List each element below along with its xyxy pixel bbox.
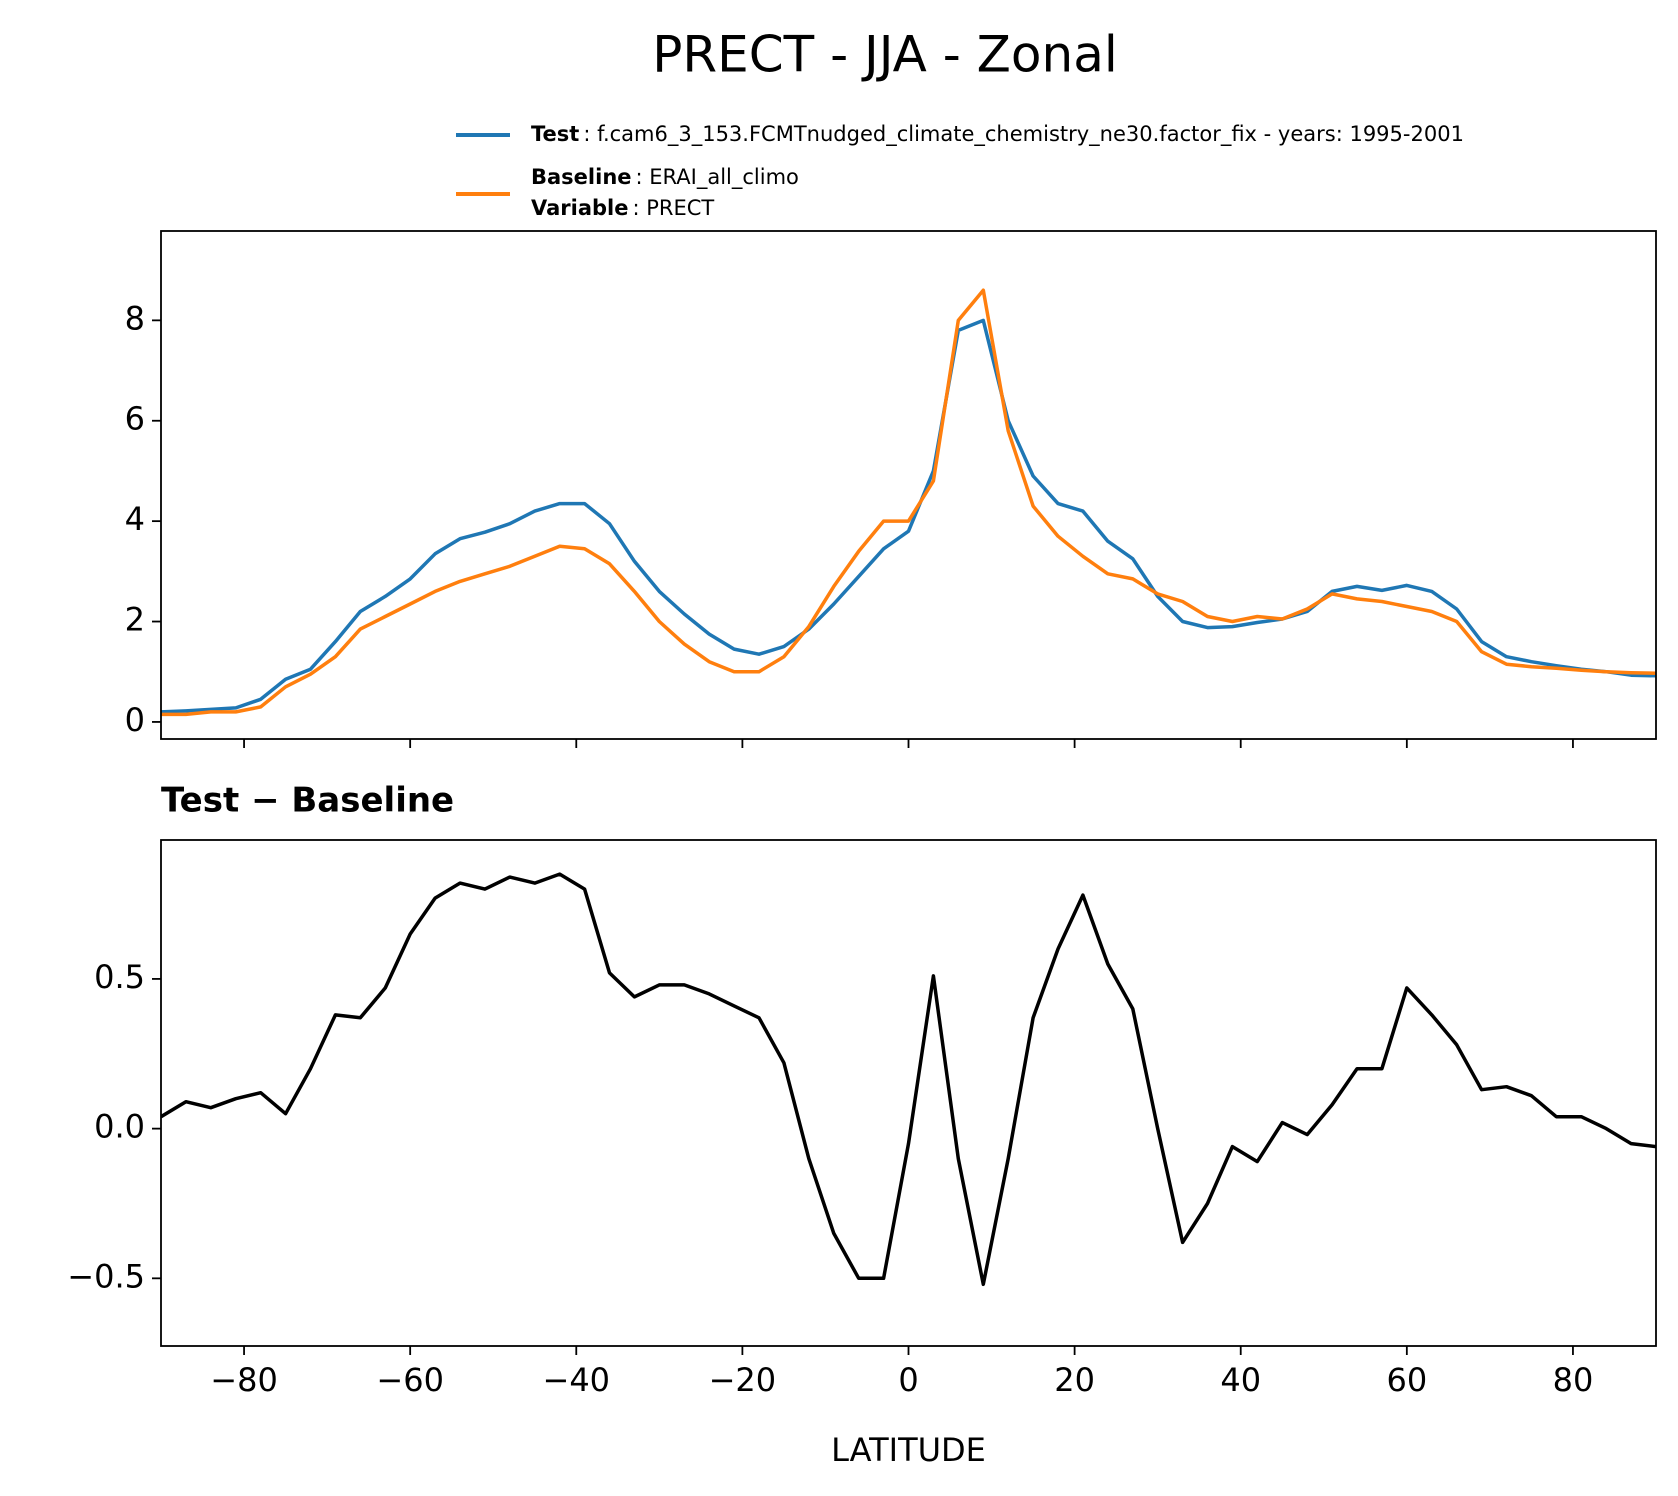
legend-name: Baseline [531, 165, 632, 189]
data-line [161, 872, 1656, 1287]
x-tick-label: 60 [1386, 1361, 1427, 1399]
legend-detail: : f.cam6_3_153.FCMTnudged_climate_chemis… [583, 122, 1464, 147]
y-tick-label: −0.5 [67, 1257, 145, 1295]
legend-detail: : ERAI_all_climo [636, 165, 799, 190]
x-tick-label: 0 [898, 1361, 918, 1399]
axes-frame [160, 839, 1657, 1347]
y-tick-label: 2 [125, 601, 145, 639]
y-tick-label: 0 [125, 701, 145, 739]
plot-area [161, 872, 1656, 1287]
y-tick-label: 8 [125, 299, 145, 337]
x-tick-label: 40 [1220, 1361, 1261, 1399]
data-line [161, 318, 1656, 714]
figure-title: PRECT - JJA - Zonal [652, 26, 1117, 84]
legend-entry: Test: f.cam6_3_153.FCMTnudged_climate_ch… [531, 122, 1464, 147]
plot-area [161, 288, 1656, 717]
panel-title: Test − Baseline [161, 781, 454, 821]
legend-extra: Variable: PRECT [531, 196, 714, 220]
data-line [161, 288, 1656, 717]
x-tick-label: −60 [376, 1361, 444, 1399]
axes-frame [160, 230, 1657, 740]
legend-name: Test [531, 122, 579, 146]
y-tick-label: 0.5 [94, 958, 145, 996]
legend-entry: Baseline: ERAI_all_climo [531, 165, 799, 190]
y-tick-label: 4 [125, 500, 145, 538]
x-axis-label: LATITUDE [831, 1431, 986, 1469]
legend-name: Variable [531, 196, 628, 220]
x-tick-label: −20 [709, 1361, 777, 1399]
x-tick-label: 80 [1553, 1361, 1594, 1399]
legend-detail: : PRECT [632, 196, 714, 220]
x-tick-label: −40 [543, 1361, 611, 1399]
y-tick-label: 6 [125, 400, 145, 438]
x-tick-label: 20 [1054, 1361, 1095, 1399]
y-tick-label: 0.0 [94, 1108, 145, 1146]
x-tick-label: −80 [210, 1361, 278, 1399]
